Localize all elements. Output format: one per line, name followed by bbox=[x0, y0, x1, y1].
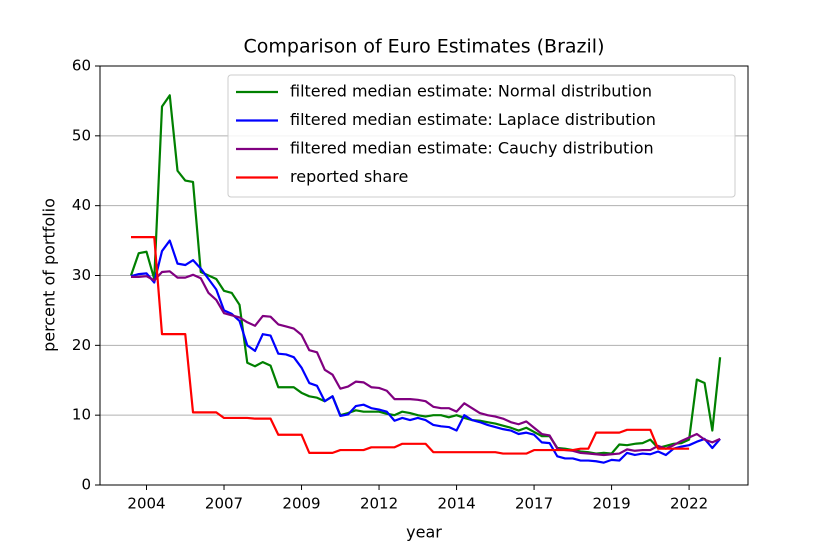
y-tick-label: 60 bbox=[72, 57, 91, 75]
y-tick-label: 40 bbox=[72, 196, 91, 214]
x-tick-label: 2019 bbox=[592, 495, 630, 513]
legend-label: filtered median estimate: Cauchy distrib… bbox=[290, 139, 654, 158]
legend-label: filtered median estimate: Laplace distri… bbox=[290, 110, 656, 129]
y-tick-label: 50 bbox=[72, 126, 91, 144]
y-axis-label: percent of portfolio bbox=[40, 198, 59, 352]
legend-label: filtered median estimate: Normal distrib… bbox=[290, 82, 652, 101]
legend-box bbox=[227, 74, 736, 198]
chart-title: Comparison of Euro Estimates (Brazil) bbox=[244, 36, 605, 58]
x-axis-label: year bbox=[406, 523, 442, 542]
x-tick-label: 2009 bbox=[282, 495, 320, 513]
y-tick-label: 0 bbox=[81, 476, 91, 494]
x-tick-label: 2022 bbox=[670, 495, 708, 513]
series-line bbox=[130, 239, 721, 464]
x-tick-label: 2004 bbox=[127, 495, 165, 513]
y-tick-label: 10 bbox=[72, 406, 91, 424]
series-line bbox=[129, 94, 722, 455]
y-tick-label: 30 bbox=[72, 266, 91, 284]
series-line bbox=[131, 270, 721, 457]
plot-frame bbox=[99, 65, 749, 486]
x-tick-label: 2017 bbox=[515, 495, 553, 513]
x-tick-label: 2012 bbox=[360, 495, 398, 513]
x-tick-label: 2007 bbox=[205, 495, 243, 513]
y-tick-label: 20 bbox=[72, 336, 91, 354]
x-tick-label: 2014 bbox=[437, 495, 475, 513]
legend-label: reported share bbox=[290, 167, 408, 186]
series-line bbox=[131, 235, 690, 455]
